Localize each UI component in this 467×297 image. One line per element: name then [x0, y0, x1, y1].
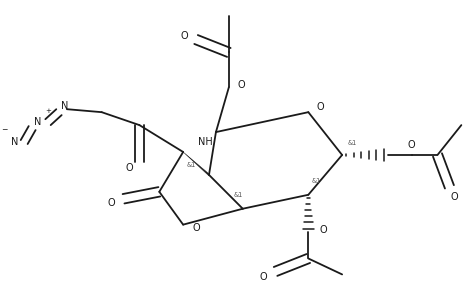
Text: &1: &1 — [311, 178, 321, 184]
Text: N: N — [61, 101, 69, 111]
Text: O: O — [408, 140, 416, 150]
Text: O: O — [319, 225, 327, 235]
Polygon shape — [183, 152, 210, 176]
Text: &1: &1 — [347, 140, 357, 146]
Text: O: O — [108, 198, 115, 208]
Text: O: O — [260, 272, 268, 282]
Text: −: − — [1, 126, 7, 135]
Text: NH: NH — [198, 137, 213, 147]
Text: O: O — [126, 163, 133, 173]
Text: &1: &1 — [233, 192, 242, 198]
Text: O: O — [192, 223, 200, 233]
Text: O: O — [317, 102, 324, 112]
Text: O: O — [451, 192, 458, 202]
Text: O: O — [180, 31, 188, 40]
Text: &1: &1 — [186, 162, 196, 168]
Text: O: O — [238, 80, 246, 90]
Text: +: + — [45, 108, 51, 114]
Text: N: N — [11, 137, 18, 147]
Text: N: N — [35, 117, 42, 127]
